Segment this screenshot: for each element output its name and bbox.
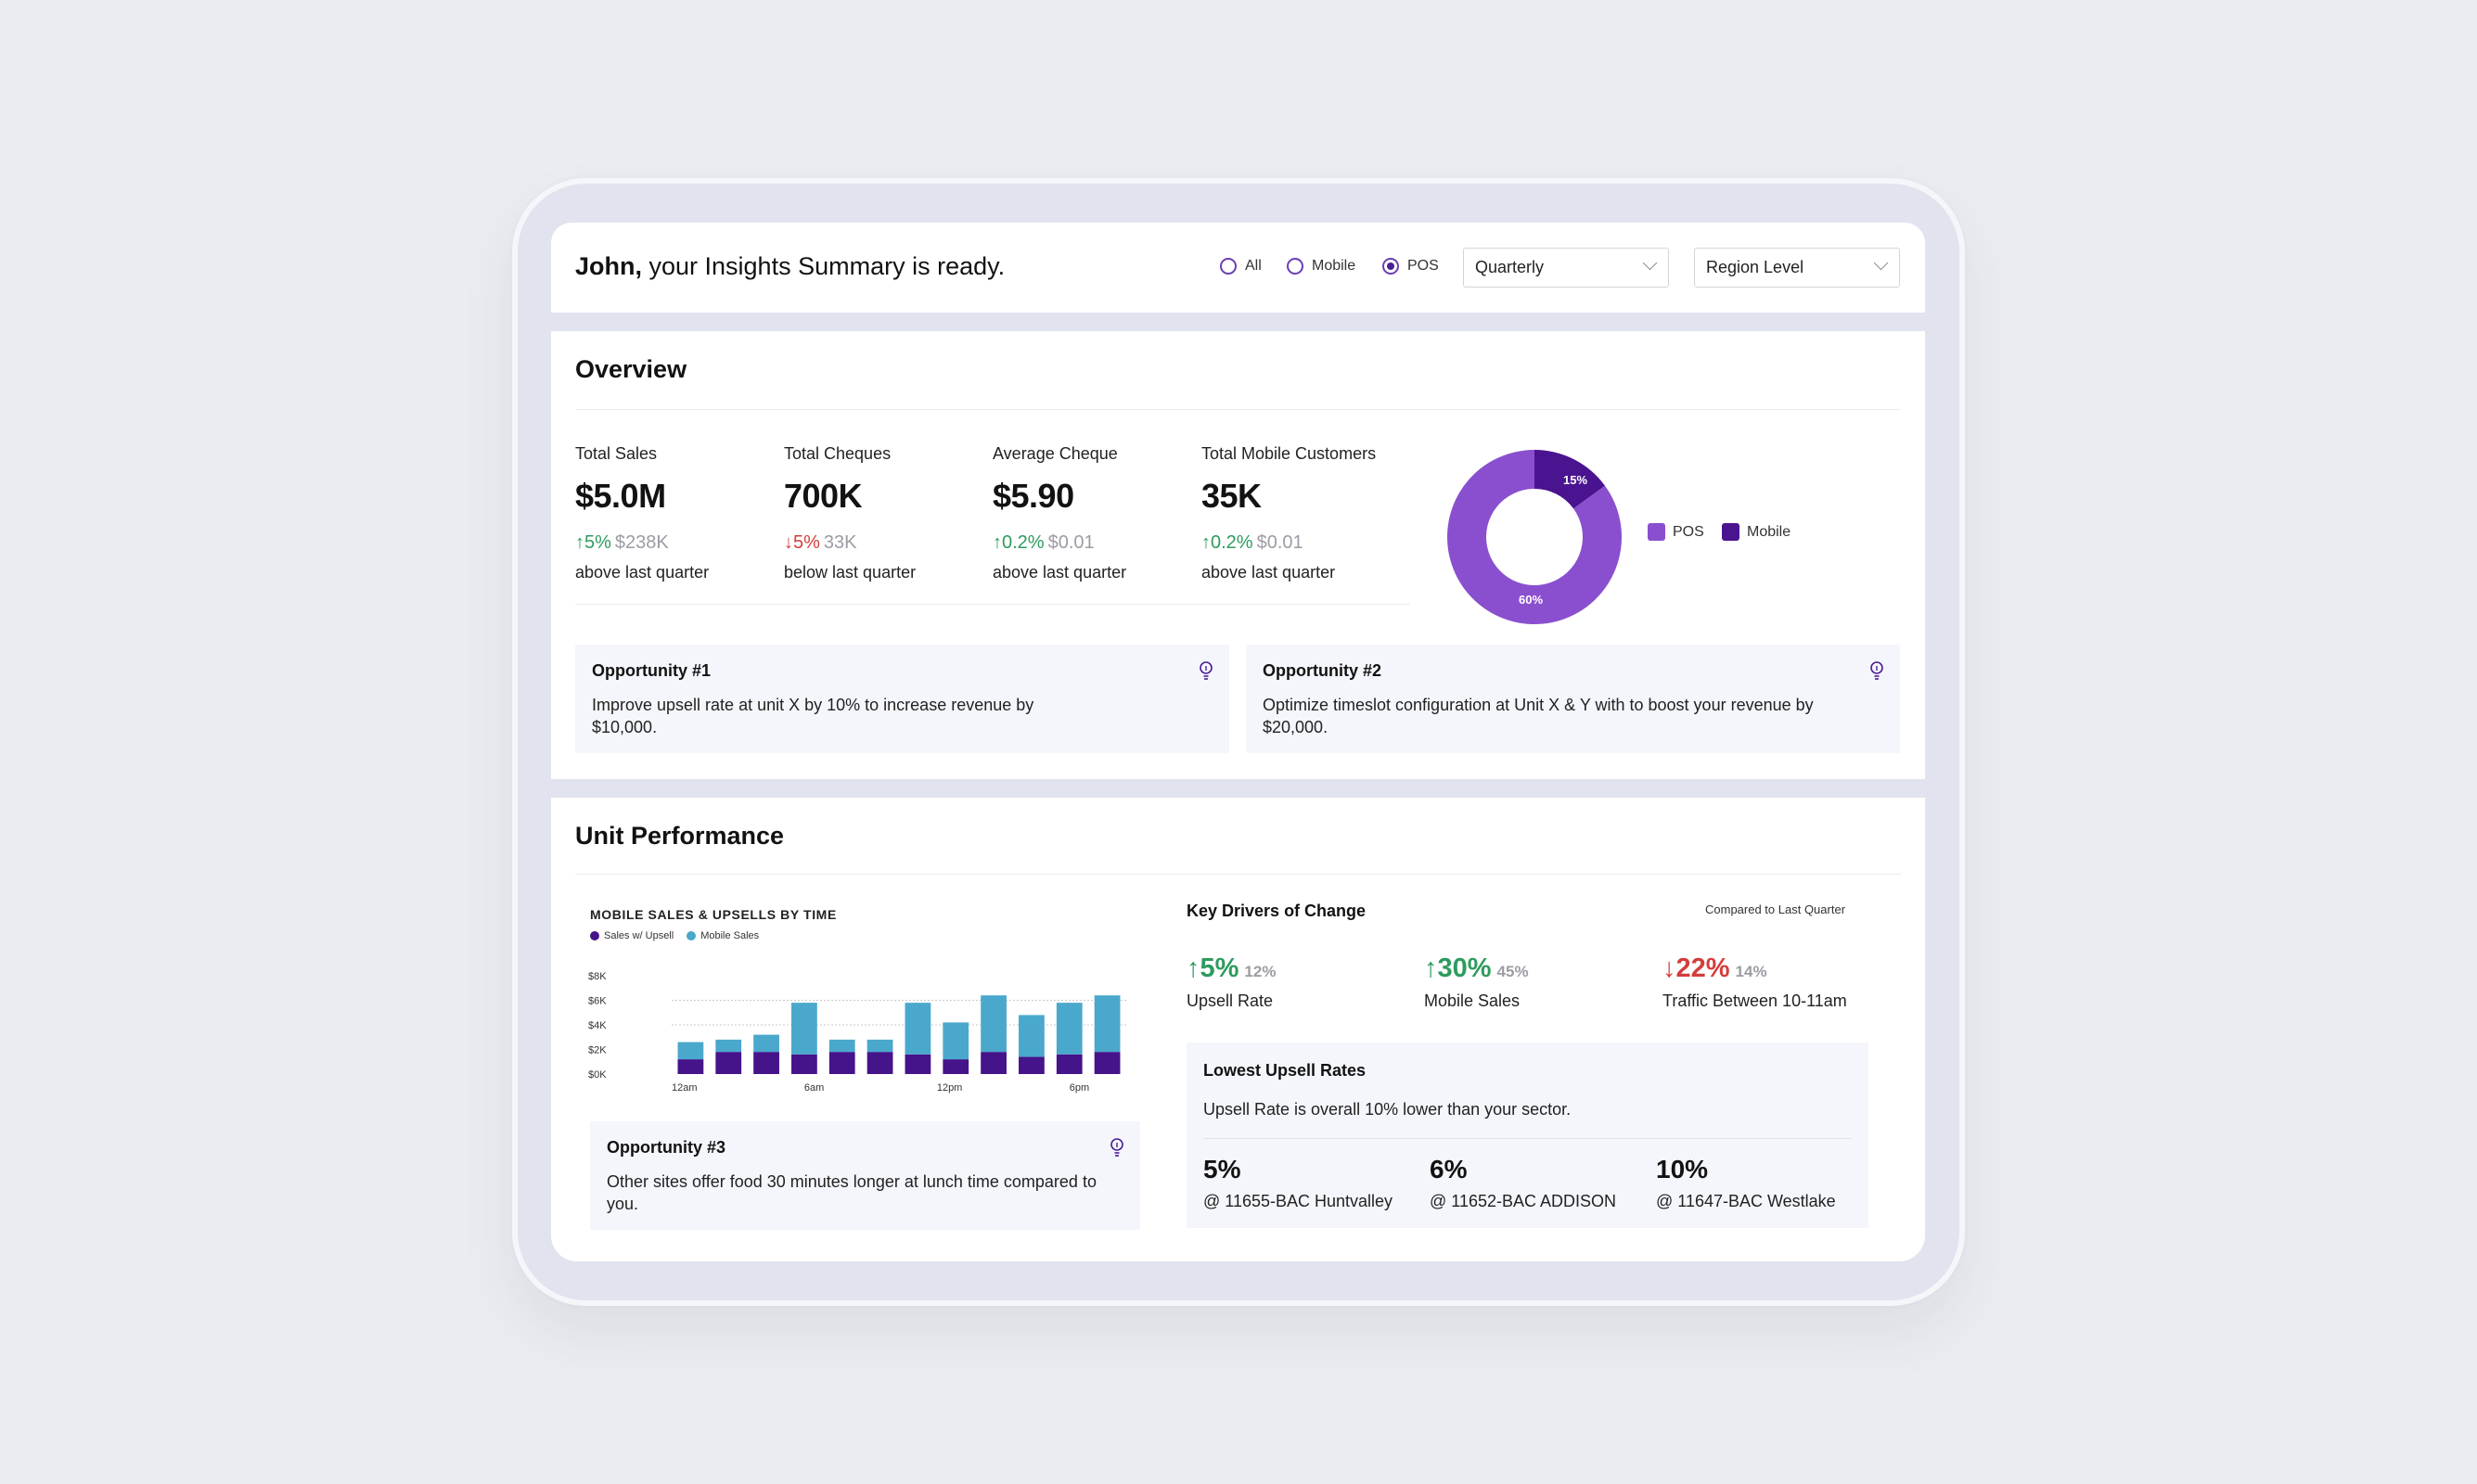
up-arrow-icon: ↑ (575, 532, 584, 553)
y-tick-label: $0K (588, 1069, 607, 1081)
radio-selected-icon (1382, 258, 1399, 275)
lightbulb-icon (1110, 1138, 1123, 1157)
down-arrow-icon: ↓ (784, 532, 793, 553)
bar-mobile-sales (943, 1022, 969, 1060)
bar-sales-upsell (715, 1052, 742, 1074)
donut-slice-pos (1447, 450, 1622, 624)
lightbulb-icon (1200, 661, 1213, 680)
bar-mobile-sales (828, 1039, 855, 1053)
unit-performance-title: Unit Performance (575, 822, 785, 850)
lightbulb-icon (1870, 661, 1883, 680)
bar-mobile-sales (981, 995, 1007, 1053)
key-drivers-compare-label: Compared to Last Quarter (1705, 902, 1846, 916)
unit-performance-card: Unit Performance MOBILE SALES & UPSELLS … (551, 798, 1925, 1261)
bar-sales-upsell (905, 1054, 931, 1074)
bar-sales-upsell (1056, 1054, 1083, 1074)
divider (575, 874, 1901, 875)
radio-mobile[interactable]: Mobile (1287, 258, 1355, 275)
x-tick-label: 6pm (1070, 1082, 1089, 1094)
x-tick-label: 12am (672, 1082, 698, 1094)
driver-traffic: ↓22% 14% Traffic Between 10-11am (1662, 953, 1847, 1010)
legend-dot (687, 931, 697, 940)
chevron-down-icon (1873, 255, 1889, 271)
channel-donut-chart: 15% 60% (1447, 450, 1622, 624)
radio-circle-icon (1287, 258, 1303, 275)
divider (1203, 1138, 1852, 1139)
chart-legend: Sales w/ Upsell Mobile Sales (590, 930, 759, 941)
site-item[interactable]: 5% @ 11655-BAC Huntvalley (1203, 1155, 1393, 1210)
kpi-total-sales: Total Sales $5.0M ↑5% $238K above last qu… (575, 444, 710, 582)
opportunity-card-2[interactable]: Opportunity #2 Optimize timeslot configu… (1246, 645, 1900, 753)
x-tick-label: 6am (804, 1082, 824, 1094)
kpi-average-cheque: Average Cheque $5.90 ↑0.2% $0.01 above la… (993, 444, 1127, 582)
site-item[interactable]: 10% @ 11647-BAC Westlake (1656, 1155, 1836, 1210)
donut-slice-mobile (1534, 450, 1606, 509)
radio-all[interactable]: All (1220, 258, 1262, 275)
bar-sales-upsell (677, 1059, 704, 1074)
chart-title: MOBILE SALES & UPSELLS BY TIME (590, 907, 837, 922)
legend-dot (590, 931, 599, 940)
site-item[interactable]: 6% @ 11652-BAC ADDISON (1430, 1155, 1617, 1210)
overview-card: Overview Total Sales $5.0M ↑5% $238K abov… (551, 331, 1925, 779)
divider (575, 604, 1410, 605)
donut-label-mobile: 15% (1563, 473, 1587, 487)
bar-mobile-sales (791, 1003, 817, 1055)
radio-circle-icon (1220, 258, 1237, 275)
kpi-total-cheques: Total Cheques 700K ↓5% 33K below last qua… (784, 444, 917, 582)
radio-pos[interactable]: POS (1382, 258, 1439, 275)
chevron-down-icon (1642, 255, 1658, 271)
greeting: John, your Insights Summary is ready. (575, 252, 1006, 280)
bar-sales-upsell (791, 1054, 817, 1074)
opportunity-card-3[interactable]: Opportunity #3 Other sites offer food 30… (590, 1121, 1140, 1230)
bar-sales-upsell (1094, 1052, 1121, 1074)
up-arrow-icon: ↑ (993, 532, 1002, 553)
bar-mobile-sales (1056, 1003, 1083, 1055)
level-select[interactable]: Region Level (1694, 248, 1900, 288)
bar-mobile-sales (1019, 1015, 1045, 1057)
legend-swatch (1648, 523, 1665, 541)
opportunity-card-1[interactable]: Opportunity #1 Improve upsell rate at un… (575, 645, 1229, 753)
driver-upsell-rate: ↑5% 12% Upsell Rate (1187, 953, 1277, 1010)
key-drivers-title: Key Drivers of Change (1187, 902, 1367, 920)
bar-sales-upsell (753, 1052, 779, 1074)
down-arrow-icon: ↓ (1662, 953, 1676, 983)
divider (575, 409, 1901, 410)
y-tick-label: $8K (588, 971, 607, 982)
y-tick-label: $2K (588, 1045, 607, 1056)
x-tick-label: 12pm (937, 1082, 963, 1094)
legend-mobile: Mobile (1722, 523, 1790, 541)
legend-pos: POS (1648, 523, 1704, 541)
y-tick-label: $4K (588, 1020, 607, 1031)
bar-mobile-sales (905, 1003, 931, 1055)
bar-mobile-sales (677, 1042, 704, 1060)
bar-sales-upsell (828, 1052, 855, 1074)
y-tick-label: $6K (588, 996, 607, 1007)
header-bar: John, your Insights Summary is ready. Al… (551, 223, 1925, 313)
legend-swatch (1722, 523, 1739, 541)
up-arrow-icon: ↑ (1424, 953, 1438, 983)
up-arrow-icon: ↑ (1201, 532, 1211, 553)
bar-mobile-sales (753, 1034, 779, 1053)
mobile-sales-bar-chart: $8K $6K $4K $2K $0K 12am 6am 12pm 6pm (588, 971, 1126, 1094)
bar-mobile-sales (715, 1039, 742, 1053)
period-select[interactable]: Quarterly (1463, 248, 1669, 288)
bar-mobile-sales (866, 1039, 893, 1053)
up-arrow-icon: ↑ (1187, 953, 1200, 983)
lowest-upsell-rates-panel: Lowest Upsell Rates Upsell Rate is overa… (1187, 1043, 1868, 1228)
kpi-total-mobile-customers: Total Mobile Customers 35K ↑0.2% $0.01 ab… (1201, 444, 1377, 582)
overview-title: Overview (575, 355, 687, 383)
bar-sales-upsell (866, 1052, 893, 1074)
bar-sales-upsell (981, 1052, 1007, 1074)
bar-sales-upsell (1019, 1056, 1045, 1074)
bar-sales-upsell (943, 1059, 969, 1074)
donut-label-pos: 60% (1519, 593, 1543, 607)
bar-mobile-sales (1094, 995, 1121, 1053)
driver-mobile-sales: ↑30% 45% Mobile Sales (1424, 953, 1529, 1010)
